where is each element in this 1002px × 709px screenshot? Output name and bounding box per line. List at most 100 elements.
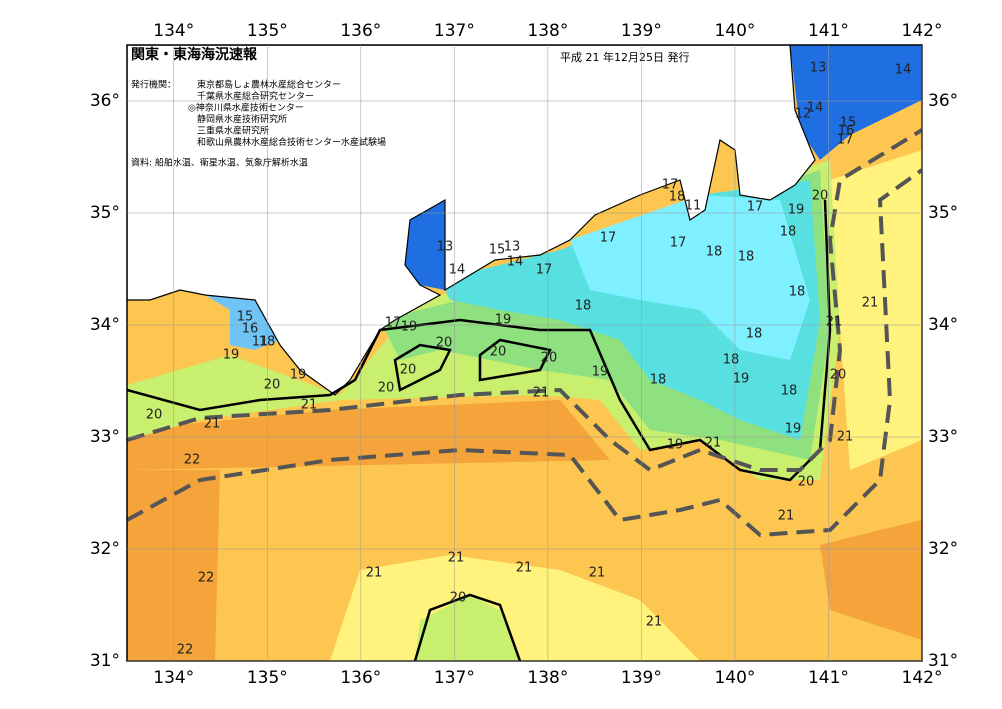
x-tick-label: 134° <box>153 668 194 688</box>
x-tick-label: 138° <box>527 21 568 41</box>
contour-label: 17 <box>747 200 764 215</box>
contour-label: 21 <box>301 398 318 413</box>
contour-label: 15 <box>237 310 254 325</box>
contour-label: 18 <box>738 250 755 265</box>
contour-label: 20 <box>812 189 829 204</box>
contour-label: 18 <box>650 373 667 388</box>
contour-label: 13 <box>504 240 521 255</box>
x-tick-label: 135° <box>247 668 288 688</box>
contour-label: 17 <box>385 316 402 331</box>
contour-label: 18 <box>789 285 806 300</box>
issuer: 東京都島しょ農林水産総合センター <box>197 79 341 91</box>
contour-label: 21 <box>826 315 843 330</box>
y-tick-label: 33° <box>928 427 958 447</box>
y-tick-label: 35° <box>928 203 958 223</box>
contour-label: 16 <box>838 124 855 139</box>
sea-blue <box>790 45 922 160</box>
isotherm-20 <box>393 338 552 392</box>
x-tick-label: 140° <box>714 21 755 41</box>
contour-label: 19 <box>733 372 750 387</box>
sea-orange <box>127 400 610 470</box>
sea-yellow <box>830 150 922 470</box>
contour-label: 18 <box>746 327 763 342</box>
contour-label: 19 <box>667 438 684 453</box>
contour-label: 18 <box>781 384 798 399</box>
contour-label: 19 <box>495 313 512 328</box>
x-tick-label: 137° <box>434 21 475 41</box>
y-tick-label: 33° <box>90 427 120 447</box>
sea-orange <box>127 470 220 661</box>
contour-label: 19 <box>788 203 805 218</box>
x-tick-label: 135° <box>247 21 288 41</box>
issuer: 千葉県水産総合研究センター <box>197 90 314 102</box>
contour-label: 19 <box>785 422 802 437</box>
contour-label: 20 <box>450 591 467 606</box>
map-title: 関東・東海海況速報 <box>131 46 258 63</box>
y-tick-label: 36° <box>928 91 958 111</box>
issuer-label: 発行機関： <box>131 79 176 91</box>
contour-label: 21 <box>448 551 465 566</box>
sea-orange <box>820 520 922 640</box>
contour-label: 13 <box>810 61 827 76</box>
data-source: 資料: 船舶水温、衛星水温、気象庁解析水温 <box>131 157 308 169</box>
contour-label: 18 <box>706 245 723 260</box>
contour-label: 18 <box>575 299 592 314</box>
x-tick-label: 142° <box>902 21 943 41</box>
y-tick-label: 34° <box>90 315 120 335</box>
contour-label: 19 <box>290 368 307 383</box>
contour-label: 14 <box>449 263 466 278</box>
contour-label: 20 <box>378 381 395 396</box>
x-tick-label: 137° <box>434 668 475 688</box>
kuroshio-south-edge <box>127 168 922 538</box>
contour-label: 21 <box>862 296 879 311</box>
y-tick-label: 31° <box>90 651 120 671</box>
contour-label: 15 <box>840 116 857 131</box>
contour-label: 19 <box>592 365 609 380</box>
bay-blue <box>405 200 445 290</box>
y-tick-label: 34° <box>928 315 958 335</box>
contour-label: 17 <box>670 236 687 251</box>
kuroshio-north-edge <box>127 128 922 473</box>
issuer: ◎神奈川県水産技術センター <box>188 102 304 114</box>
y-tick-label: 31° <box>928 651 958 671</box>
issuer: 三重県水産研究所 <box>197 125 269 137</box>
x-tick-label: 141° <box>808 668 849 688</box>
contour-label: 14 <box>807 101 824 116</box>
contour-label: 21 <box>516 561 533 576</box>
contour-label: 19 <box>223 348 240 363</box>
contour-label: 11 <box>685 199 702 214</box>
contour-label: 20 <box>400 363 417 378</box>
y-tick-label: 32° <box>928 539 958 559</box>
y-tick-label: 32° <box>90 539 120 559</box>
contour-label: 21 <box>204 417 221 432</box>
contour-label: 18 <box>723 353 740 368</box>
land <box>127 45 816 396</box>
x-tick-label: 141° <box>808 21 849 41</box>
issuer: 和歌山県農林水産総合技術センター水産試験場 <box>197 136 386 148</box>
contour-label: 20 <box>264 378 281 393</box>
contour-label: 15 <box>489 243 506 258</box>
contour-label: 21 <box>646 615 663 630</box>
isotherm-20 <box>413 593 522 661</box>
x-tick-label: 139° <box>621 21 662 41</box>
x-tick-label: 136° <box>340 21 381 41</box>
contour-label: 21 <box>705 436 722 451</box>
contour-label: 20 <box>798 475 815 490</box>
contour-label: 22 <box>177 643 194 658</box>
contour-label: 12 <box>795 107 812 122</box>
x-tick-label: 134° <box>153 21 194 41</box>
contour-label: 20 <box>830 368 847 383</box>
contour-label: 18 <box>780 225 797 240</box>
contour-label: 21 <box>837 430 854 445</box>
contour-label: 17 <box>600 231 617 246</box>
issue-date: 平成 21 年12月25日 発行 <box>560 50 689 64</box>
sea-green-light <box>415 595 520 661</box>
contour-label: 21 <box>533 386 550 401</box>
contour-label: 20 <box>146 408 163 423</box>
contour-label: 21 <box>366 566 383 581</box>
contour-label: 17 <box>662 178 679 193</box>
contour-label: 19 <box>401 320 418 335</box>
contour-label: 20 <box>436 336 453 351</box>
y-tick-label: 36° <box>90 91 120 111</box>
